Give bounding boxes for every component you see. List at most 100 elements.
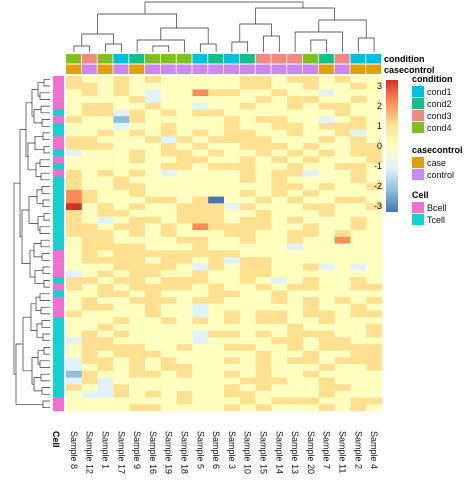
heatmap-cell xyxy=(66,330,83,338)
heatmap-cell xyxy=(271,210,288,217)
heatmap-cell xyxy=(97,250,114,258)
heatmap-cell xyxy=(192,102,209,110)
heatmap-cell xyxy=(208,203,225,211)
heatmap-cell xyxy=(350,404,367,412)
heatmap-cell xyxy=(160,109,177,117)
heatmap-cell xyxy=(81,310,98,318)
heatmap-cell xyxy=(145,303,162,311)
heatmap-cell xyxy=(318,270,335,278)
heatmap-cell xyxy=(224,149,241,157)
cell-annotation-cell xyxy=(53,102,64,110)
heatmap-cell xyxy=(255,297,272,305)
heatmap-cell xyxy=(287,384,304,392)
column-label: Sample 17 xyxy=(116,431,126,474)
dendrogram-branch xyxy=(13,182,20,375)
heatmap-cell xyxy=(350,183,367,191)
casecontrol-annotation-cell xyxy=(97,64,113,74)
heatmap-cell xyxy=(303,89,320,97)
heatmap-cell xyxy=(224,283,241,291)
heatmap-cell xyxy=(350,96,367,104)
heatmap-cell xyxy=(271,337,288,345)
heatmap-cell xyxy=(129,303,146,311)
heatmap-cell xyxy=(66,136,83,144)
heatmap-cell xyxy=(224,297,241,305)
heatmap-cell xyxy=(208,129,225,137)
heatmap-cell xyxy=(176,243,193,251)
heatmap-cell xyxy=(350,390,367,398)
heatmap-cell xyxy=(287,330,304,338)
heatmap-cell xyxy=(81,337,98,345)
heatmap-cell xyxy=(287,89,304,97)
dendrogram-branch xyxy=(105,43,122,52)
heatmap-cell xyxy=(208,297,225,305)
heatmap-cell xyxy=(334,82,351,90)
heatmap-cell xyxy=(239,297,256,305)
heatmap-cell xyxy=(255,183,272,191)
cell-annotation-cell xyxy=(53,330,64,338)
heatmap-cell xyxy=(97,317,114,325)
heatmap-cell xyxy=(113,156,130,164)
heatmap-cell xyxy=(224,377,241,385)
heatmap-cell xyxy=(350,370,367,378)
heatmap-cell xyxy=(81,404,98,412)
heatmap-cell xyxy=(145,189,162,197)
heatmap-cell xyxy=(303,270,320,278)
heatmap-cell xyxy=(366,310,383,318)
heatmap-cell xyxy=(97,102,114,110)
heatmap-cell xyxy=(145,337,162,345)
heatmap-cell xyxy=(113,163,130,171)
heatmap-cell xyxy=(160,404,177,412)
heatmap-cell xyxy=(129,384,146,392)
heatmap-cell xyxy=(287,364,304,372)
heatmap-cell xyxy=(366,283,383,291)
heatmap-cell xyxy=(366,330,383,338)
heatmap-cell xyxy=(255,370,272,378)
heatmap-cell xyxy=(239,384,256,392)
heatmap-cell xyxy=(318,310,335,318)
cell-annotation-cell xyxy=(53,89,64,97)
heatmap-cell xyxy=(255,189,272,197)
heatmap-cell xyxy=(97,350,114,358)
heatmap-cell xyxy=(271,163,288,171)
heatmap-cell xyxy=(224,323,241,331)
heatmap-cell xyxy=(318,223,335,231)
heatmap-cell xyxy=(350,350,367,358)
heatmap-cell xyxy=(287,243,304,251)
heatmap-cell xyxy=(97,384,114,392)
heatmap-cell xyxy=(255,310,272,318)
heatmap-cell xyxy=(350,317,367,325)
dendrogram-branch xyxy=(357,37,375,52)
heatmap-cell xyxy=(176,364,193,372)
heatmap-cell xyxy=(81,236,98,244)
heatmap-cell xyxy=(287,116,304,124)
heatmap-cell xyxy=(145,236,162,244)
heatmap-cell xyxy=(271,176,288,184)
heatmap-cell xyxy=(224,109,241,117)
heatmap-cell xyxy=(255,89,272,97)
heatmap-cell xyxy=(318,230,335,238)
heatmap-cell xyxy=(81,156,98,164)
heatmap-cell xyxy=(224,210,241,217)
heatmap-cell xyxy=(160,323,177,331)
heatmap-cell xyxy=(334,149,351,157)
heatmap-cell xyxy=(208,350,225,358)
casecontrol-annotation-cell xyxy=(113,64,129,74)
heatmap-cell xyxy=(208,370,225,378)
heatmap-cell xyxy=(81,163,98,171)
heatmap-cell xyxy=(145,116,162,124)
heatmap-cell xyxy=(224,330,241,338)
heatmap-cell xyxy=(160,303,177,311)
dendrogram-branch xyxy=(37,350,44,365)
casecontrol-annotation-cell xyxy=(160,64,176,74)
heatmap-cell xyxy=(287,303,304,311)
heatmap-cell xyxy=(350,250,367,258)
dendrogram-branch xyxy=(318,19,367,38)
heatmap-cell xyxy=(66,183,83,191)
heatmap-cell xyxy=(334,283,351,291)
casecontrol-annotation-cell xyxy=(81,64,97,74)
heatmap-cell xyxy=(145,136,162,144)
heatmap-cell xyxy=(129,404,146,412)
heatmap-cell xyxy=(350,357,367,365)
heatmap-cell xyxy=(66,364,83,372)
heatmap-cell xyxy=(81,96,98,104)
